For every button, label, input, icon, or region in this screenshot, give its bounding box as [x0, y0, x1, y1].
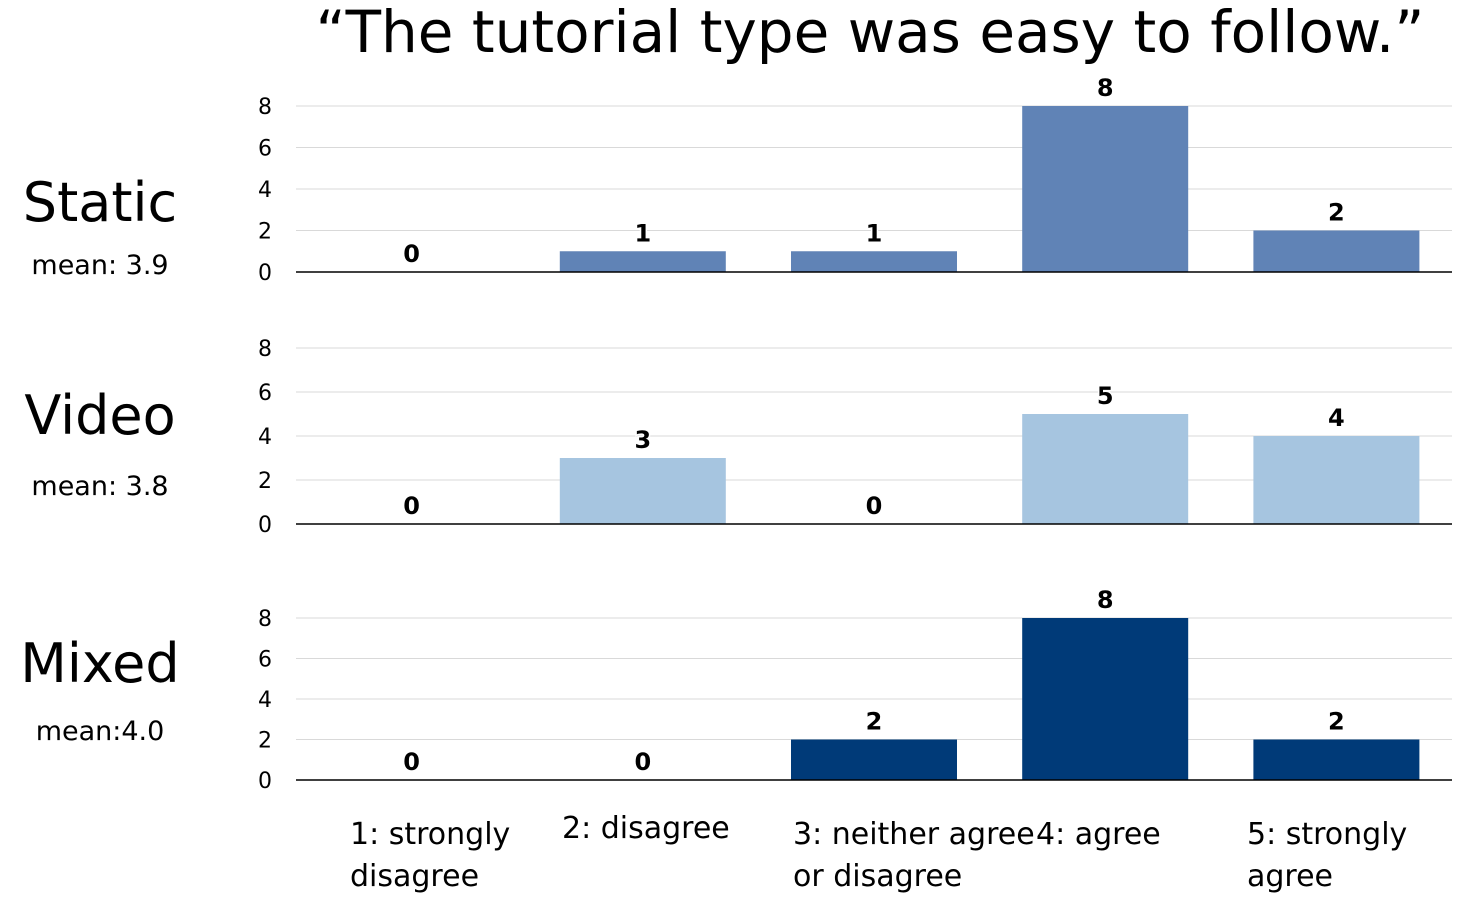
- y-tick-label: 4: [258, 688, 272, 713]
- category-label-2: 2: disagree: [562, 811, 730, 846]
- data-label: 2: [1328, 199, 1345, 227]
- data-label: 0: [634, 748, 651, 776]
- y-tick-label: 2: [258, 220, 272, 245]
- data-label: 4: [1328, 404, 1345, 432]
- y-tick-label: 4: [258, 425, 272, 450]
- group-label-static: Static: [22, 171, 178, 234]
- group-label-mixed: Mixed: [20, 632, 180, 695]
- group-mean-mixed: mean:4.0: [35, 716, 165, 747]
- category-label-1: 1: strongly disagree: [350, 817, 511, 894]
- category-label-3: 3: neither agree or disagree: [793, 817, 1035, 894]
- y-tick-label: 8: [258, 337, 272, 362]
- bar: [559, 458, 726, 524]
- bar: [1253, 230, 1420, 272]
- y-tick-label: 6: [258, 648, 272, 673]
- bar: [1253, 739, 1420, 780]
- data-label: 1: [634, 219, 651, 247]
- bar: [1022, 618, 1189, 780]
- data-label: 2: [1328, 708, 1345, 736]
- bar: [1022, 414, 1189, 524]
- bar: [791, 251, 957, 272]
- data-label: 1: [866, 219, 883, 247]
- category-label-4: 4: agree: [1036, 817, 1161, 852]
- bar: [1022, 106, 1189, 272]
- data-label: 8: [1097, 586, 1114, 614]
- y-tick-label: 0: [258, 769, 272, 794]
- bar: [791, 739, 957, 780]
- group-label-video: Video: [24, 384, 176, 447]
- data-label: 0: [403, 748, 420, 776]
- y-tick-label: 0: [258, 261, 272, 286]
- bar: [559, 251, 726, 272]
- group-mean-static: mean: 3.9: [31, 250, 169, 281]
- group-mean-video: mean: 3.8: [31, 471, 169, 502]
- y-tick-label: 6: [258, 381, 272, 406]
- y-tick-label: 8: [258, 95, 272, 120]
- chart-title: “The tutorial type was easy to follow.”: [315, 0, 1425, 66]
- y-tick-label: 4: [258, 178, 272, 203]
- y-tick-label: 6: [258, 137, 272, 162]
- y-tick-label: 0: [258, 513, 272, 538]
- bar: [1253, 436, 1420, 524]
- data-label: 8: [1097, 74, 1114, 102]
- data-label: 2: [866, 708, 883, 736]
- data-label: 3: [634, 426, 651, 454]
- data-label: 0: [866, 492, 883, 520]
- category-label-5: 5: strongly agree: [1247, 817, 1408, 894]
- y-tick-label: 2: [258, 729, 272, 754]
- data-label: 0: [403, 240, 420, 268]
- data-label: 0: [403, 492, 420, 520]
- data-label: 5: [1097, 382, 1114, 410]
- y-tick-label: 8: [258, 607, 272, 632]
- y-tick-label: 2: [258, 469, 272, 494]
